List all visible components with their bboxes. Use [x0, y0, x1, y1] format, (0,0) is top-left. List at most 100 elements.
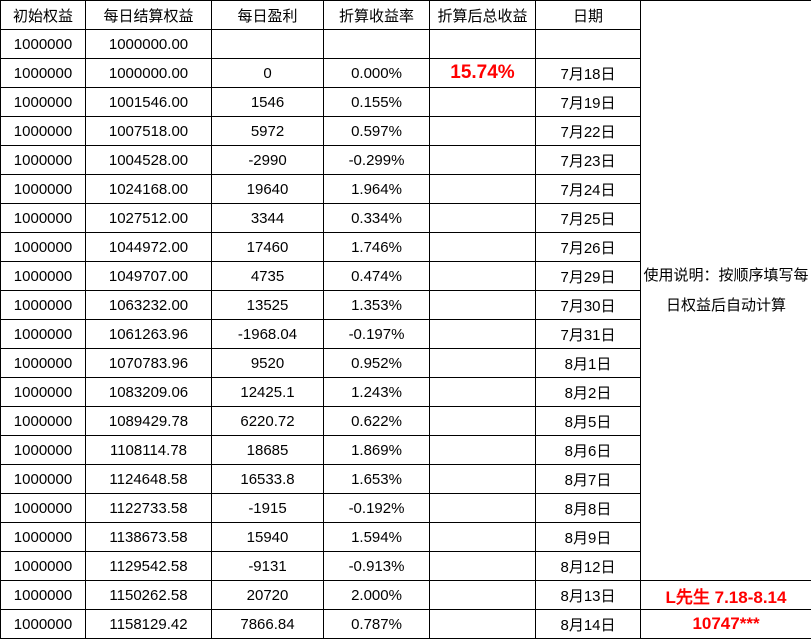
table-cell[interactable]: 1001546.00 — [85, 87, 212, 117]
table-cell[interactable]: 1000000 — [0, 435, 86, 465]
table-cell[interactable]: 1007518.00 — [85, 116, 212, 146]
table-cell[interactable] — [429, 348, 536, 378]
table-cell[interactable] — [429, 87, 536, 117]
table-cell[interactable]: 0.474% — [323, 261, 430, 291]
table-cell[interactable]: 5972 — [211, 116, 324, 146]
table-cell[interactable]: 1000000 — [0, 232, 86, 262]
table-cell[interactable] — [429, 464, 536, 494]
table-cell[interactable]: 1061263.96 — [85, 319, 212, 349]
table-cell[interactable] — [429, 551, 536, 581]
table-cell[interactable]: 0.622% — [323, 406, 430, 436]
table-cell[interactable]: 1158129.42 — [85, 609, 212, 639]
table-cell[interactable]: 1000000 — [0, 116, 86, 146]
table-cell[interactable]: 7月31日 — [535, 319, 641, 349]
table-cell[interactable]: 15940 — [211, 522, 324, 552]
table-cell[interactable]: 9520 — [211, 348, 324, 378]
table-cell[interactable]: 0.597% — [323, 116, 430, 146]
table-cell[interactable]: 1138673.58 — [85, 522, 212, 552]
table-cell[interactable]: 6220.72 — [211, 406, 324, 436]
table-cell[interactable]: 1063232.00 — [85, 290, 212, 320]
table-cell[interactable]: -1968.04 — [211, 319, 324, 349]
header-daily-settlement-equity[interactable]: 每日结算权益 — [85, 0, 212, 30]
table-cell[interactable]: 1070783.96 — [85, 348, 212, 378]
table-cell[interactable]: 1.869% — [323, 435, 430, 465]
table-cell[interactable]: 1150262.58 — [85, 580, 212, 610]
table-cell[interactable]: 0.155% — [323, 87, 430, 117]
table-cell[interactable] — [429, 232, 536, 262]
table-cell[interactable]: 1.353% — [323, 290, 430, 320]
table-cell[interactable]: -0.192% — [323, 493, 430, 523]
table-cell[interactable]: 19640 — [211, 174, 324, 204]
table-cell[interactable]: 0.787% — [323, 609, 430, 639]
table-cell[interactable] — [429, 145, 536, 175]
table-cell[interactable]: 1000000 — [0, 493, 86, 523]
total-return-value[interactable]: 15.74% — [429, 58, 536, 88]
table-cell[interactable] — [429, 493, 536, 523]
table-cell[interactable]: 1000000 — [0, 290, 86, 320]
table-cell[interactable]: -0.913% — [323, 551, 430, 581]
table-cell[interactable] — [429, 29, 536, 59]
table-cell[interactable]: 16533.8 — [211, 464, 324, 494]
table-cell[interactable]: -0.299% — [323, 145, 430, 175]
table-cell[interactable]: 1000000 — [0, 29, 86, 59]
table-cell[interactable]: 7月25日 — [535, 203, 641, 233]
table-cell[interactable]: 8月13日 — [535, 580, 641, 610]
table-cell[interactable]: 1000000 — [0, 406, 86, 436]
table-cell[interactable] — [429, 290, 536, 320]
table-cell[interactable]: 0 — [211, 58, 324, 88]
table-cell[interactable]: 8月14日 — [535, 609, 641, 639]
table-cell[interactable]: 1083209.06 — [85, 377, 212, 407]
table-cell[interactable]: 1000000 — [0, 609, 86, 639]
table-cell[interactable]: 1124648.58 — [85, 464, 212, 494]
table-cell[interactable]: 12425.1 — [211, 377, 324, 407]
table-cell[interactable]: 1000000 — [0, 174, 86, 204]
table-cell[interactable]: 1000000.00 — [85, 29, 212, 59]
table-cell[interactable]: -0.197% — [323, 319, 430, 349]
table-cell[interactable]: 1.653% — [323, 464, 430, 494]
table-cell[interactable]: 17460 — [211, 232, 324, 262]
table-cell[interactable] — [323, 29, 430, 59]
table-cell[interactable]: 2.000% — [323, 580, 430, 610]
table-cell[interactable]: 7月30日 — [535, 290, 641, 320]
table-cell[interactable]: 8月8日 — [535, 493, 641, 523]
table-cell[interactable]: 7月29日 — [535, 261, 641, 291]
table-cell[interactable]: 7月19日 — [535, 87, 641, 117]
table-cell[interactable]: 8月12日 — [535, 551, 641, 581]
table-cell[interactable]: 7月26日 — [535, 232, 641, 262]
table-cell[interactable]: 7月23日 — [535, 145, 641, 175]
account-number-cell[interactable]: 10747*** — [640, 609, 811, 639]
table-cell[interactable] — [211, 29, 324, 59]
table-cell[interactable] — [429, 406, 536, 436]
table-cell[interactable]: 1000000 — [0, 580, 86, 610]
table-cell[interactable]: 13525 — [211, 290, 324, 320]
table-cell[interactable]: 18685 — [211, 435, 324, 465]
table-cell[interactable]: 1129542.58 — [85, 551, 212, 581]
table-cell[interactable]: 8月9日 — [535, 522, 641, 552]
table-cell[interactable]: 1089429.78 — [85, 406, 212, 436]
table-cell[interactable] — [429, 435, 536, 465]
table-cell[interactable]: 8月5日 — [535, 406, 641, 436]
table-cell[interactable]: 7月24日 — [535, 174, 641, 204]
table-cell[interactable]: 1000000 — [0, 319, 86, 349]
table-cell[interactable]: 1000000 — [0, 145, 86, 175]
table-cell[interactable] — [429, 319, 536, 349]
table-cell[interactable]: 1000000 — [0, 377, 86, 407]
table-cell[interactable] — [429, 609, 536, 639]
table-cell[interactable] — [429, 203, 536, 233]
table-cell[interactable]: 1000000 — [0, 522, 86, 552]
table-cell[interactable] — [429, 522, 536, 552]
owner-label-cell[interactable]: L先生 7.18-8.14 — [640, 580, 811, 610]
table-cell[interactable] — [429, 116, 536, 146]
table-cell[interactable]: 1.243% — [323, 377, 430, 407]
table-cell[interactable] — [429, 377, 536, 407]
table-cell[interactable]: 1000000 — [0, 203, 86, 233]
table-cell[interactable]: 8月1日 — [535, 348, 641, 378]
table-cell[interactable]: 0.952% — [323, 348, 430, 378]
table-cell[interactable]: -9131 — [211, 551, 324, 581]
table-cell[interactable]: -1915 — [211, 493, 324, 523]
table-cell[interactable]: 1044972.00 — [85, 232, 212, 262]
table-cell[interactable]: 1000000 — [0, 58, 86, 88]
table-cell[interactable] — [429, 261, 536, 291]
header-converted-return-rate[interactable]: 折算收益率 — [323, 0, 430, 30]
table-cell[interactable]: 8月2日 — [535, 377, 641, 407]
